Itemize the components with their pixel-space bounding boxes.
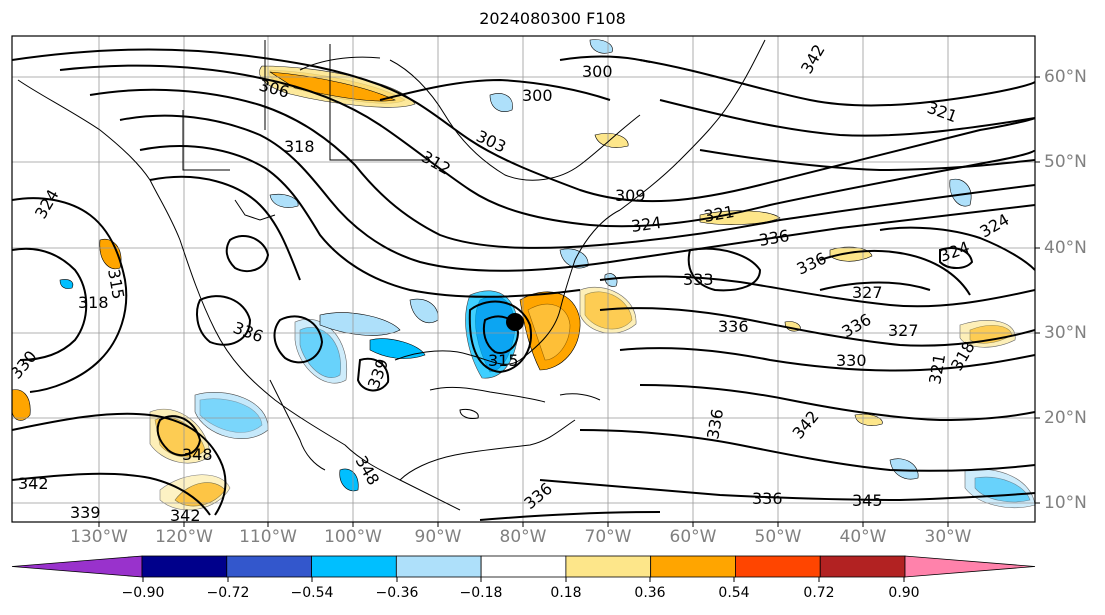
colorbar-tick-label: −0.18 xyxy=(459,585,503,601)
weather-map: 306 300 300 318 303 312 309 321 324 336 … xyxy=(11,35,1040,527)
contour-label: 324 xyxy=(630,213,663,236)
latitude-label: 40°N xyxy=(1044,238,1087,258)
longitude-label: 90°W xyxy=(414,527,462,547)
contour-label: 345 xyxy=(852,491,883,510)
contour-label: 318 xyxy=(78,293,109,312)
longitude-label: 70°W xyxy=(584,527,632,547)
contour-label: 336 xyxy=(718,317,749,336)
colorbar-tick-label: 0.18 xyxy=(550,585,582,601)
contour-label: 300 xyxy=(522,86,553,105)
contour-label: 327 xyxy=(852,283,883,302)
longitude-label: 50°W xyxy=(754,527,802,547)
contour-label: 336 xyxy=(752,489,783,508)
contour-label: 348 xyxy=(182,445,213,464)
contour-label: 330 xyxy=(836,351,867,370)
contour-label: 342 xyxy=(170,506,201,525)
map-title: 2024080300 F108 xyxy=(479,9,626,28)
longitude-label: 40°W xyxy=(839,527,887,547)
longitude-label: 30°W xyxy=(924,527,972,547)
longitude-label: 100°W xyxy=(324,527,382,547)
latitude-label: 50°N xyxy=(1044,152,1087,172)
longitude-label: 120°W xyxy=(155,527,213,547)
contour-label: 318 xyxy=(284,137,315,156)
colorbar-tick-label: 0.36 xyxy=(634,585,666,601)
colorbar-tick-label: 0.72 xyxy=(803,585,835,601)
latitude-label: 60°N xyxy=(1044,67,1087,87)
contour-lines xyxy=(12,48,1035,521)
colorbar-tick-label: −0.54 xyxy=(290,585,334,601)
contour-label: 339 xyxy=(70,503,101,522)
colorbar-tick-label: 0.54 xyxy=(718,585,750,601)
contour-label: 309 xyxy=(615,186,646,205)
contour-label: 315 xyxy=(488,351,519,370)
contour-label: 300 xyxy=(582,62,613,81)
longitude-label: 130°W xyxy=(70,527,128,547)
contour-label: 342 xyxy=(18,474,49,493)
axis-ticks xyxy=(98,76,1040,527)
latitude-label: 30°N xyxy=(1044,323,1087,343)
contour-label: 327 xyxy=(888,321,919,340)
colorbar-tick-label: 0.90 xyxy=(888,585,920,601)
colorbar-ticks xyxy=(142,577,905,582)
longitude-label: 110°W xyxy=(239,527,297,547)
coastlines xyxy=(17,39,766,511)
longitude-label: 80°W xyxy=(499,527,547,547)
contour-label: 333 xyxy=(683,270,714,289)
latitude-label: 20°N xyxy=(1044,408,1087,428)
colorbar-tick-label: −0.36 xyxy=(375,585,419,601)
colorbar-tick-label: −0.90 xyxy=(121,585,165,601)
colorbar-tick-label: −0.72 xyxy=(206,585,250,601)
longitude-label: 60°W xyxy=(669,527,717,547)
latitude-label: 10°N xyxy=(1044,493,1087,513)
storm-center-dot xyxy=(506,313,524,331)
